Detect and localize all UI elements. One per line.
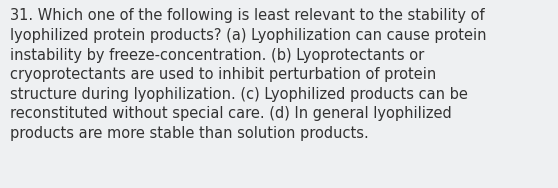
Text: 31. Which one of the following is least relevant to the stability of
lyophilized: 31. Which one of the following is least … xyxy=(10,8,487,141)
